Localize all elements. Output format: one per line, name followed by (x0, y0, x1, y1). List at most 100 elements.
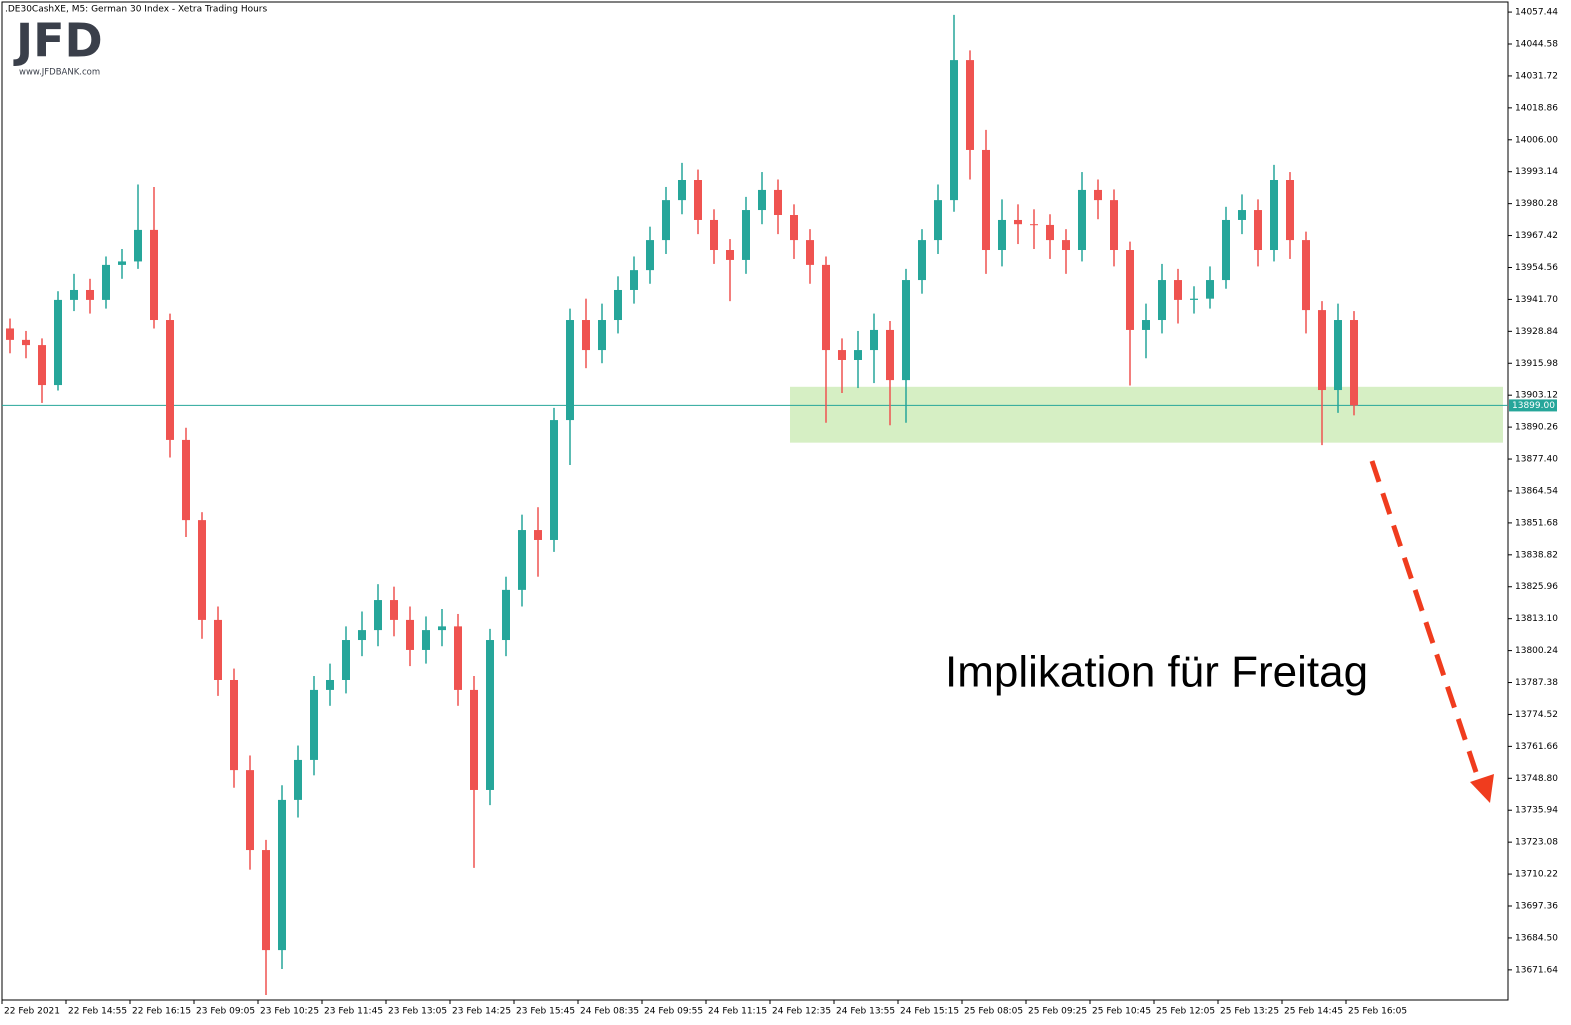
arrow-shaft (1369, 460, 1481, 779)
candle-body (518, 530, 526, 590)
candle-body (918, 240, 926, 281)
y-tick-label: 13993.14 (1515, 167, 1558, 177)
y-tick-label: 13967.42 (1515, 231, 1558, 241)
y-tick-label: 14018.86 (1515, 103, 1558, 113)
candle-body (662, 200, 670, 241)
x-tick-label: 24 Feb 13:55 (836, 1007, 895, 1017)
y-tick-label: 13813.10 (1515, 614, 1558, 624)
candle-body (118, 261, 126, 265)
arrow-head (1470, 774, 1494, 803)
y-tick-label: 13723.08 (1515, 838, 1558, 848)
annotation: Implikation für Freitag (945, 648, 1368, 697)
y-tick-label: 13761.66 (1515, 742, 1558, 752)
candle-body (1046, 224, 1054, 241)
candle-body (1302, 240, 1310, 311)
x-tick-label: 24 Feb 15:15 (900, 1007, 959, 1017)
y-tick-label: 13915.98 (1515, 359, 1558, 369)
candle-body (774, 189, 782, 216)
candle-body (1190, 298, 1198, 300)
y-tick-label: 14006.00 (1515, 135, 1558, 145)
candle-body (870, 329, 878, 351)
candle-body (6, 328, 14, 340)
candle-body (358, 630, 366, 641)
x-tick-label: 24 Feb 11:15 (708, 1007, 767, 1017)
logo: JFD (13, 14, 103, 68)
candle-body (246, 770, 254, 851)
candle-body (166, 320, 174, 440)
candle-body (390, 600, 398, 620)
candle-body (182, 439, 190, 521)
candle-body (22, 339, 30, 346)
x-tick-label: 24 Feb 09:55 (644, 1007, 703, 1017)
candle-body (838, 350, 846, 360)
candle-body (198, 520, 206, 620)
y-tick-label: 13800.24 (1515, 646, 1558, 656)
candle-body (902, 280, 910, 381)
candle-body (406, 619, 414, 650)
candle-body (1110, 200, 1118, 251)
y-tick-label: 13684.50 (1515, 933, 1558, 943)
candle-body (710, 219, 718, 251)
candle-body (278, 799, 286, 951)
candle-body (1238, 210, 1246, 220)
candle-body (1014, 219, 1022, 225)
x-tick-label: 25 Feb 13:25 (1220, 1007, 1279, 1017)
candle-body (1174, 280, 1182, 300)
candle-body (102, 264, 110, 300)
candle-body (1078, 189, 1086, 251)
x-tick-label: 25 Feb 09:25 (1028, 1007, 1087, 1017)
candle-body (566, 320, 574, 421)
candle-body (150, 229, 158, 321)
candle-body (294, 759, 302, 800)
x-tick-label: 22 Feb 16:15 (132, 1007, 191, 1017)
candle-body (854, 350, 862, 360)
y-tick-label: 13877.40 (1515, 455, 1558, 465)
x-tick-label: 23 Feb 14:25 (452, 1007, 511, 1017)
y-tick-label: 13941.70 (1515, 295, 1558, 305)
candle-body (438, 626, 446, 631)
candle-body (1126, 250, 1134, 330)
y-tick-label: 13710.22 (1515, 870, 1558, 880)
candle-body (966, 60, 974, 150)
y-tick-label: 13851.68 (1515, 518, 1558, 528)
candle-body (1142, 320, 1150, 330)
candle-body (886, 329, 894, 381)
candle-body (1254, 210, 1262, 251)
y-tick-label: 14044.58 (1515, 40, 1558, 50)
candle-body (214, 619, 222, 680)
candle-body (758, 189, 766, 211)
y-tick-label: 14057.44 (1515, 8, 1558, 18)
candle-body (1270, 180, 1278, 251)
candle-body (262, 850, 270, 951)
candle-body (86, 289, 94, 300)
candle-body (326, 679, 334, 690)
candle-body (534, 530, 542, 540)
candle-body (38, 345, 46, 386)
y-tick-label: 14031.72 (1515, 71, 1558, 81)
candle-body (374, 600, 382, 631)
candle-body (486, 640, 494, 790)
y-tick-label: 13864.54 (1515, 486, 1558, 496)
candle-body (1206, 280, 1214, 299)
candle-body (982, 149, 990, 251)
candle-body (1222, 219, 1230, 281)
x-tick-label: 24 Feb 12:35 (772, 1007, 831, 1017)
candle-body (422, 630, 430, 650)
y-tick-label: 13735.94 (1515, 806, 1558, 816)
x-tick-label: 22 Feb 2021 (4, 1007, 60, 1017)
plot-frame (1, 1, 1509, 1001)
logo-url: www.JFDBANK.com (19, 68, 100, 78)
x-tick-label: 25 Feb 14:45 (1284, 1007, 1343, 1017)
candle-body (934, 200, 942, 241)
x-tick-label: 23 Feb 09:05 (196, 1007, 255, 1017)
x-tick-label: 22 Feb 14:55 (68, 1007, 127, 1017)
candle-body (70, 289, 78, 300)
x-tick-label: 23 Feb 15:45 (516, 1007, 575, 1017)
candle-body (134, 229, 142, 262)
candle-body (1334, 320, 1342, 391)
candle-body (1350, 320, 1358, 406)
candle-body (598, 320, 606, 351)
y-tick-label: 13825.96 (1515, 582, 1558, 592)
current-price-label: 13899.00 (1512, 401, 1555, 411)
candle-body (54, 299, 62, 386)
